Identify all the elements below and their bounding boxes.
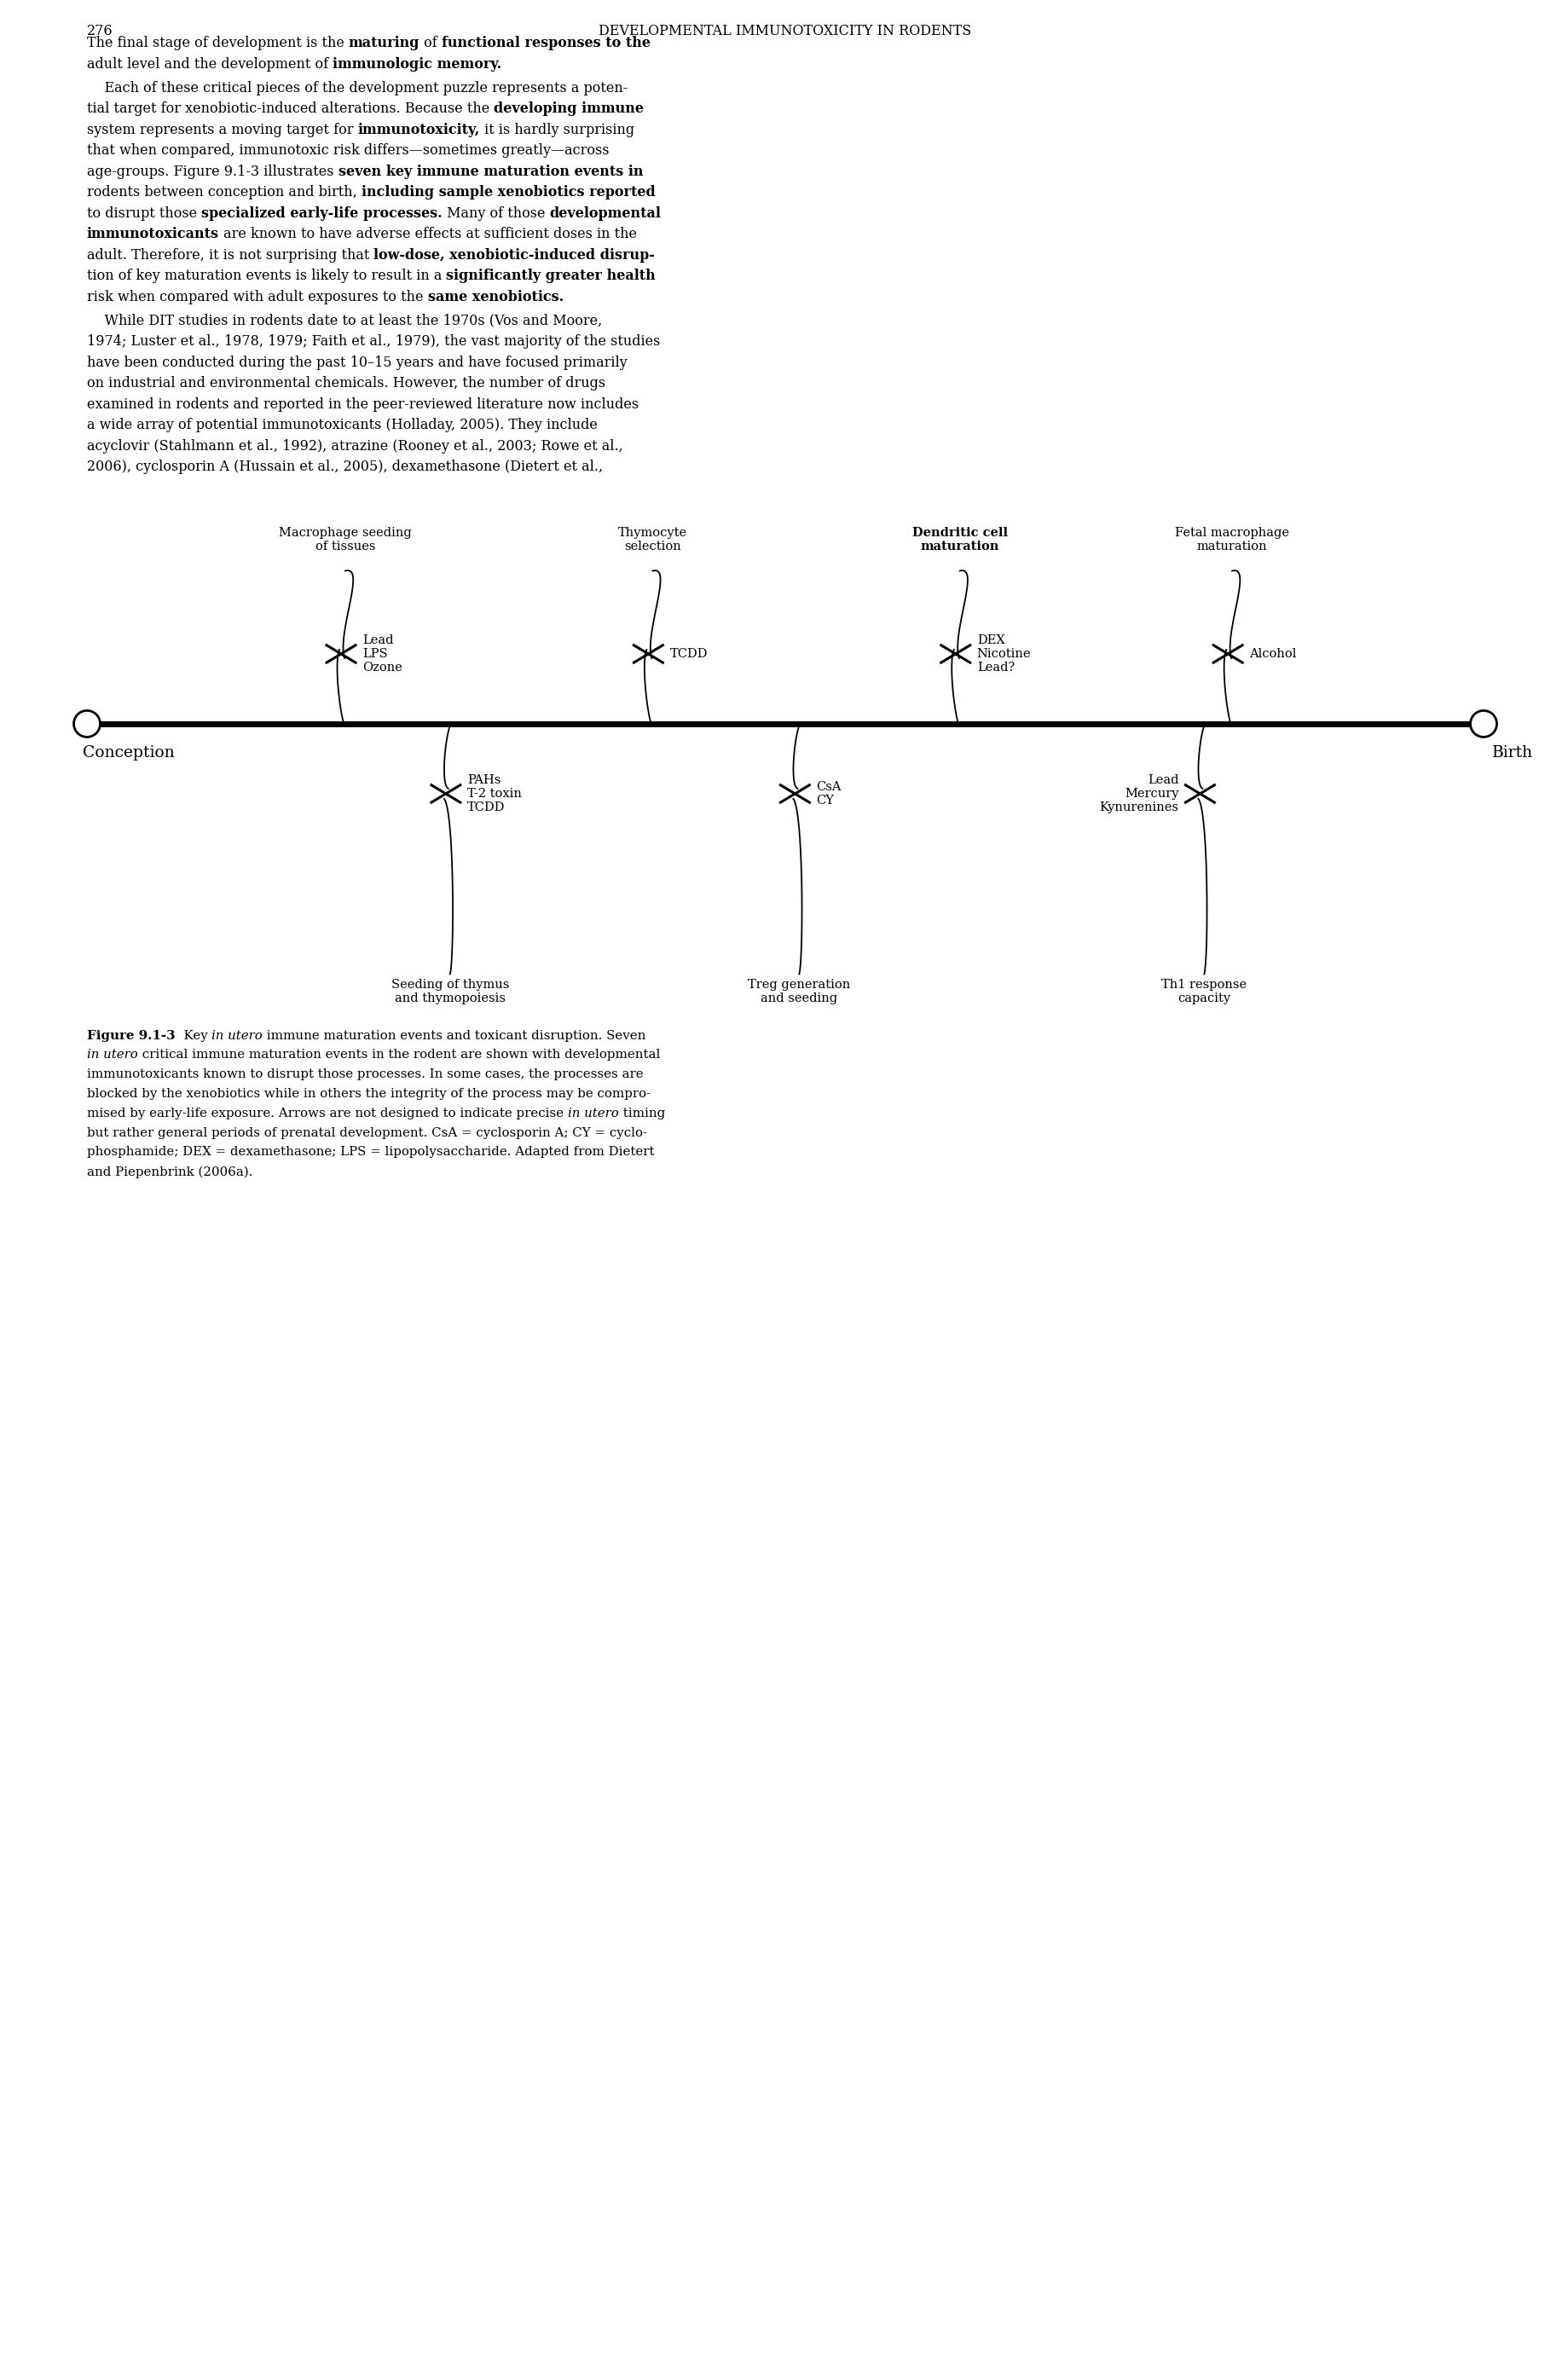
Text: adult level and the development of: adult level and the development of [86, 57, 332, 71]
Text: specialized early-life processes.: specialized early-life processes. [201, 206, 442, 220]
Text: tial target for xenobiotic-induced alterations. Because the: tial target for xenobiotic-induced alter… [86, 102, 494, 116]
Text: immunotoxicity,: immunotoxicity, [358, 123, 480, 137]
Text: Th1 response
capacity: Th1 response capacity [1162, 980, 1247, 1003]
Text: tion of key maturation events is likely to result in a: tion of key maturation events is likely … [86, 270, 447, 284]
Text: that when compared, immunotoxic risk differs—sometimes greatly—across: that when compared, immunotoxic risk dif… [86, 144, 610, 159]
Text: developing immune: developing immune [494, 102, 644, 116]
Text: DEX
Nicotine
Lead?: DEX Nicotine Lead? [977, 634, 1032, 674]
Text: immune maturation events and toxicant disruption. Seven: immune maturation events and toxicant di… [262, 1029, 646, 1041]
Text: Many of those: Many of those [442, 206, 549, 220]
Text: Alcohol: Alcohol [1250, 648, 1297, 660]
Text: Seeding of thymus
and thymopoiesis: Seeding of thymus and thymopoiesis [390, 980, 510, 1003]
Text: system represents a moving target for: system represents a moving target for [86, 123, 358, 137]
Text: While DIT studies in rodents date to at least the 1970s (Vos and Moore,: While DIT studies in rodents date to at … [86, 315, 602, 329]
Text: it is hardly surprising: it is hardly surprising [480, 123, 635, 137]
Text: immunotoxicants known to disrupt those processes. In some cases, the processes a: immunotoxicants known to disrupt those p… [86, 1069, 643, 1081]
Text: but rather general periods of prenatal development. CsA = cyclosporin A; CY = cy: but rather general periods of prenatal d… [86, 1126, 648, 1138]
Text: of: of [420, 35, 442, 50]
Text: TCDD: TCDD [670, 648, 707, 660]
Text: Thymocyte
selection: Thymocyte selection [618, 528, 687, 551]
Text: seven key immune maturation events in: seven key immune maturation events in [339, 163, 643, 180]
Text: Macrophage seeding
of tissues: Macrophage seeding of tissues [279, 528, 412, 551]
Text: blocked by the xenobiotics while in others the integrity of the process may be c: blocked by the xenobiotics while in othe… [86, 1088, 651, 1100]
Text: Conception: Conception [83, 745, 174, 759]
Text: and Piepenbrink (2006a).: and Piepenbrink (2006a). [86, 1166, 252, 1178]
Text: DEVELOPMENTAL IMMUNOTOXICITY IN RODENTS: DEVELOPMENTAL IMMUNOTOXICITY IN RODENTS [599, 24, 972, 38]
Text: phosphamide; DEX = dexamethasone; LPS = lipopolysaccharide. Adapted from Dietert: phosphamide; DEX = dexamethasone; LPS = … [86, 1145, 654, 1157]
Text: have been conducted during the past 10–15 years and have focused primarily: have been conducted during the past 10–1… [86, 355, 627, 369]
Text: are known to have adverse effects at sufficient doses in the: are known to have adverse effects at suf… [220, 227, 637, 241]
Text: Lead
Mercury
Kynurenines: Lead Mercury Kynurenines [1099, 774, 1179, 814]
Text: timing: timing [619, 1107, 665, 1119]
Text: same xenobiotics.: same xenobiotics. [428, 289, 563, 305]
Text: Fetal macrophage
maturation: Fetal macrophage maturation [1174, 528, 1289, 551]
Text: 1974; Luster et al., 1978, 1979; Faith et al., 1979), the vast majority of the s: 1974; Luster et al., 1978, 1979; Faith e… [86, 334, 660, 350]
Text: rodents between conception and birth,: rodents between conception and birth, [86, 185, 361, 199]
Text: low-dose, xenobiotic-induced disrup-: low-dose, xenobiotic-induced disrup- [373, 248, 655, 263]
Text: Treg generation
and seeding: Treg generation and seeding [748, 980, 850, 1003]
Text: Each of these critical pieces of the development puzzle represents a poten-: Each of these critical pieces of the dev… [86, 80, 627, 95]
Text: mised by early-life exposure. Arrows are not designed to indicate precise: mised by early-life exposure. Arrows are… [86, 1107, 568, 1119]
Circle shape [1471, 710, 1497, 738]
Text: examined in rodents and reported in the peer-reviewed literature now includes: examined in rodents and reported in the … [86, 397, 638, 412]
Text: significantly greater health: significantly greater health [447, 270, 655, 284]
Text: 276: 276 [86, 24, 113, 38]
Text: risk when compared with adult exposures to the: risk when compared with adult exposures … [86, 289, 428, 305]
Text: age-groups. Figure 9.1-3 illustrates: age-groups. Figure 9.1-3 illustrates [86, 163, 339, 180]
Text: Key: Key [176, 1029, 212, 1041]
Text: a wide array of potential immunotoxicants (Holladay, 2005). They include: a wide array of potential immunotoxicant… [86, 419, 597, 433]
Text: 2006), cyclosporin A (Hussain et al., 2005), dexamethasone (Dietert et al.,: 2006), cyclosporin A (Hussain et al., 20… [86, 459, 604, 473]
Circle shape [74, 710, 100, 738]
Text: The final stage of development is the: The final stage of development is the [86, 35, 348, 50]
Text: to disrupt those: to disrupt those [86, 206, 201, 220]
Text: CsA
CY: CsA CY [817, 781, 842, 807]
Text: acyclovir (Stahlmann et al., 1992), atrazine (Rooney et al., 2003; Rowe et al.,: acyclovir (Stahlmann et al., 1992), atra… [86, 440, 622, 454]
Text: developmental: developmental [549, 206, 662, 220]
Text: immunotoxicants: immunotoxicants [86, 227, 220, 241]
Text: functional responses to the: functional responses to the [442, 35, 651, 50]
Text: Birth: Birth [1493, 745, 1534, 759]
Text: Figure 9.1-3: Figure 9.1-3 [86, 1029, 176, 1041]
Text: Lead
LPS
Ozone: Lead LPS Ozone [362, 634, 403, 674]
Text: in utero: in utero [212, 1029, 262, 1041]
Text: on industrial and environmental chemicals. However, the number of drugs: on industrial and environmental chemical… [86, 376, 605, 390]
Text: in utero: in utero [568, 1107, 619, 1119]
Text: Dendritic cell
maturation: Dendritic cell maturation [913, 528, 1008, 551]
Text: adult. Therefore, it is not surprising that: adult. Therefore, it is not surprising t… [86, 248, 373, 263]
Text: including sample xenobiotics reported: including sample xenobiotics reported [361, 185, 655, 199]
Text: maturing: maturing [348, 35, 420, 50]
Text: immunologic memory.: immunologic memory. [332, 57, 502, 71]
Text: in utero: in utero [86, 1048, 138, 1060]
Text: PAHs
T-2 toxin
TCDD: PAHs T-2 toxin TCDD [467, 774, 522, 814]
Text: critical immune maturation events in the rodent are shown with developmental: critical immune maturation events in the… [138, 1048, 660, 1060]
